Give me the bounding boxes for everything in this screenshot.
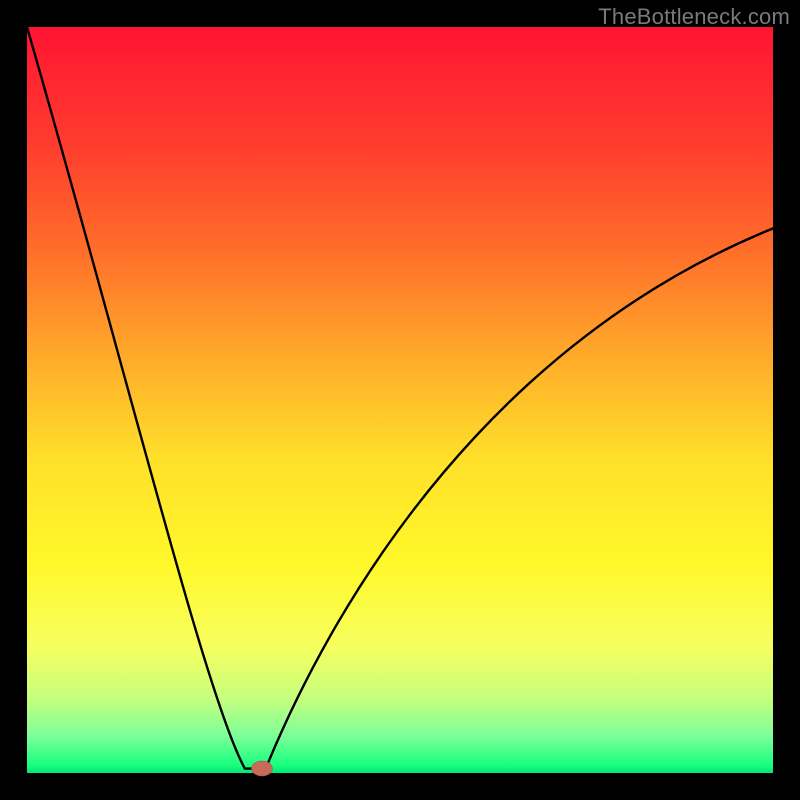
v-curve-chart — [0, 0, 800, 800]
chart-background-gradient — [27, 27, 773, 773]
minimum-marker — [252, 761, 273, 776]
chart-stage: TheBottleneck.com — [0, 0, 800, 800]
